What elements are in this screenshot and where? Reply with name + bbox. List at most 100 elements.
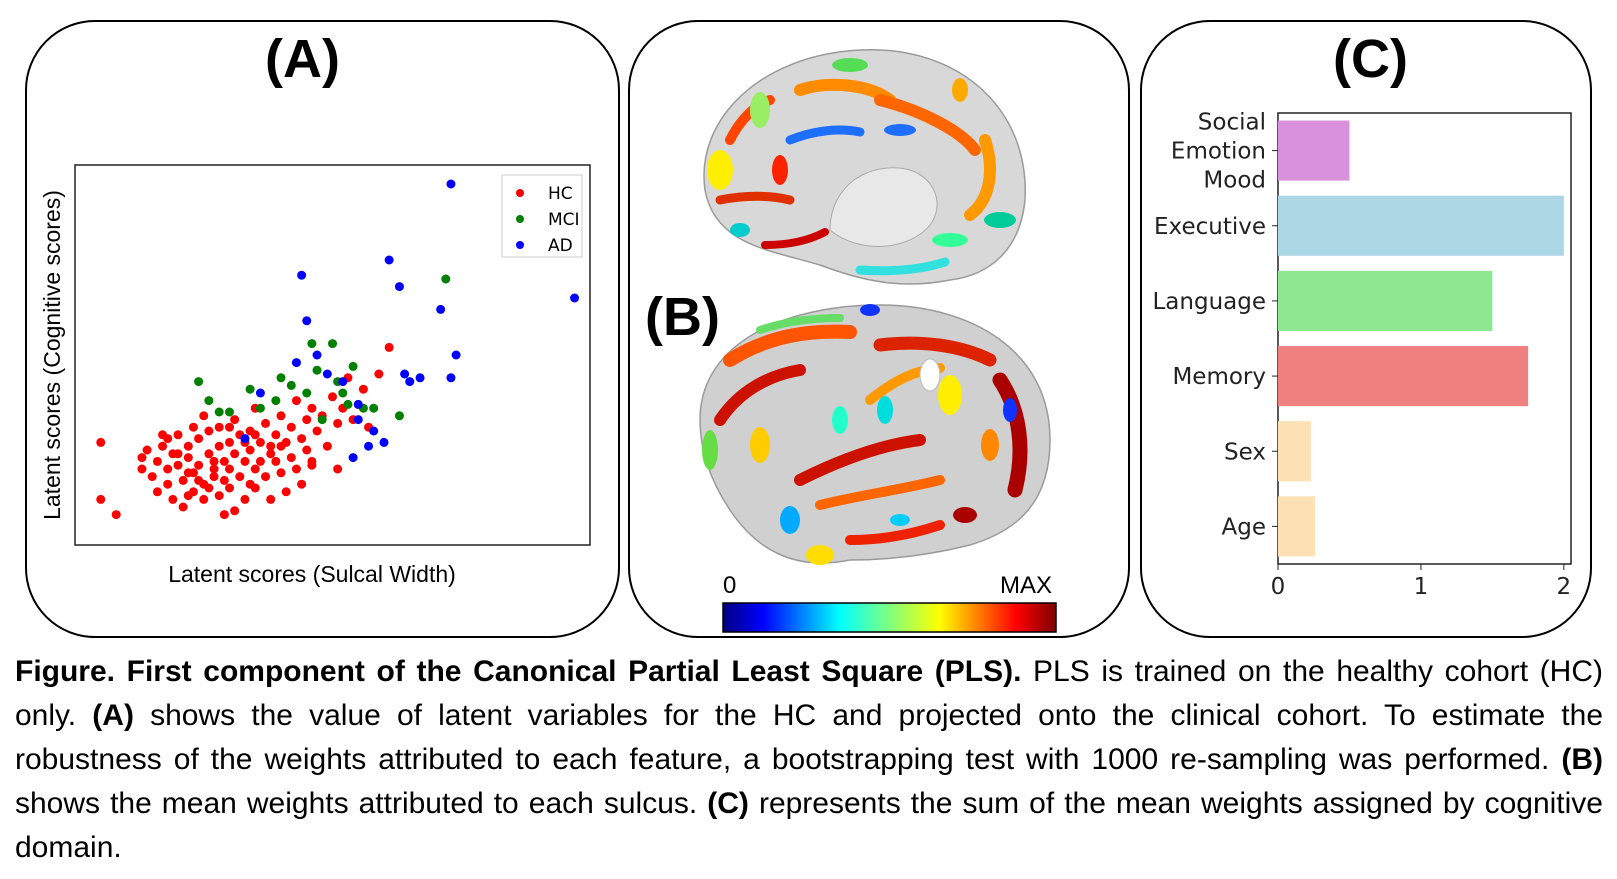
scatter-point-hc-18 bbox=[183, 441, 193, 451]
scatter-point-mci-18 bbox=[302, 388, 312, 398]
scatter-point-hc-75 bbox=[328, 392, 337, 402]
scatter-point-hc-59 bbox=[276, 468, 286, 478]
scatter-point-hc-58 bbox=[276, 411, 286, 421]
scatter-point-ad-5 bbox=[312, 350, 322, 360]
scatter-point-hc-68 bbox=[302, 415, 312, 425]
scatter-point-mci-20 bbox=[276, 373, 286, 383]
scatter-point-hc-6 bbox=[147, 472, 157, 482]
bar-1 bbox=[1278, 195, 1564, 256]
scatter-point-mci-3 bbox=[225, 407, 234, 417]
scatter-point-hc-17 bbox=[178, 502, 188, 512]
scatter-point-hc-57 bbox=[271, 456, 281, 466]
scatter-point-hc-15 bbox=[173, 460, 183, 470]
scatter-point-hc-76 bbox=[333, 418, 343, 428]
scatter-point-hc-34 bbox=[219, 475, 229, 485]
scatter-point-hc-8 bbox=[152, 487, 162, 497]
scatter-point-ad-1 bbox=[255, 388, 265, 398]
scatter-point-hc-3 bbox=[137, 453, 147, 463]
scatter-point-ad-23 bbox=[338, 377, 348, 387]
scatter-point-hc-33 bbox=[219, 456, 229, 466]
scatter-point-ad-22 bbox=[379, 437, 389, 447]
figure-caption: Figure. First component of the Canonical… bbox=[15, 650, 1603, 870]
legend-label-mci: MCI bbox=[548, 210, 580, 230]
scatter-point-hc-97 bbox=[183, 491, 193, 501]
bar-x-tick-label-2: 2 bbox=[1557, 574, 1572, 600]
scatter-point-hc-56 bbox=[271, 430, 281, 440]
bar-chart-x-ticks: 0 1 2 bbox=[1271, 564, 1571, 600]
scatter-point-hc-88 bbox=[183, 468, 193, 478]
scatter-point-ad-0 bbox=[240, 434, 250, 444]
scatter-point-hc-41 bbox=[235, 472, 245, 482]
scatter-point-hc-67 bbox=[297, 479, 307, 489]
scatter-point-mci-7 bbox=[307, 339, 317, 349]
scatter-point-hc-12 bbox=[168, 494, 178, 504]
scatter-point-mci-12 bbox=[343, 399, 353, 409]
legend-marker-mci bbox=[516, 215, 524, 223]
scatter-point-hc-53 bbox=[261, 472, 271, 482]
caption-ref-a: (A) bbox=[92, 699, 134, 732]
scatter-point-ad-21 bbox=[348, 453, 358, 463]
scatter-point-hc-36 bbox=[225, 464, 234, 474]
scatter-point-hc-99 bbox=[276, 441, 286, 451]
scatter-point-hc-91 bbox=[266, 449, 276, 459]
scatter-point-ad-13 bbox=[400, 369, 410, 379]
scatter-point-ad-19 bbox=[446, 179, 456, 189]
scatter-point-mci-14 bbox=[369, 403, 379, 413]
scatter-point-ad-18 bbox=[451, 350, 461, 360]
scatter-point-ad-8 bbox=[353, 415, 363, 425]
legend-marker-hc bbox=[516, 189, 524, 197]
scatter-point-hc-28 bbox=[209, 464, 219, 474]
scatter-point-hc-52 bbox=[261, 418, 271, 428]
bar-category-label-0: Social Emotion Mood bbox=[1171, 110, 1266, 194]
brain-lateral-view bbox=[699, 304, 1051, 565]
bar-category-label-5: Age bbox=[1222, 514, 1266, 540]
legend-label-ad: AD bbox=[548, 236, 573, 256]
scatter-point-hc-23 bbox=[194, 460, 204, 470]
scatter-point-hc-26 bbox=[204, 426, 214, 436]
bar-2 bbox=[1278, 270, 1493, 331]
scatter-point-mci-5 bbox=[271, 396, 281, 406]
scatter-point-hc-39 bbox=[230, 449, 240, 459]
scatter-point-mci-21 bbox=[245, 384, 255, 394]
scatter-point-ad-3 bbox=[297, 270, 307, 280]
scatter-point-hc-65 bbox=[291, 464, 301, 474]
scatter-point-mci-4 bbox=[255, 403, 265, 413]
bar-4 bbox=[1278, 421, 1311, 482]
bar-0 bbox=[1278, 120, 1350, 181]
panel-a bbox=[25, 20, 620, 638]
scatter-point-ad-20 bbox=[570, 293, 580, 303]
scatter-point-hc-0 bbox=[96, 437, 106, 447]
scatter-point-hc-66 bbox=[297, 434, 307, 444]
scatter-point-hc-92 bbox=[225, 422, 234, 432]
scatter-point-hc-44 bbox=[240, 494, 250, 504]
scatter-point-ad-6 bbox=[322, 369, 332, 379]
scatter-point-mci-1 bbox=[204, 396, 214, 406]
scatter-point-ad-9 bbox=[364, 441, 374, 451]
scatter-point-hc-62 bbox=[286, 422, 296, 432]
bar-category-label-4: Sex bbox=[1224, 439, 1266, 465]
scatter-point-hc-7 bbox=[152, 456, 162, 466]
legend-label-hc: HC bbox=[548, 184, 573, 204]
colorbar bbox=[722, 602, 1057, 633]
scatter-point-ad-10 bbox=[369, 426, 379, 436]
scatter-plot-frame bbox=[74, 164, 591, 546]
scatter-point-ad-16 bbox=[436, 304, 446, 314]
scatter-point-ad-2 bbox=[291, 358, 301, 368]
caption-ref-b: (B) bbox=[1561, 743, 1603, 776]
scatter-point-hc-10 bbox=[163, 464, 173, 474]
scatter-point-hc-30 bbox=[214, 441, 224, 451]
scatter-point-hc-22 bbox=[194, 434, 204, 444]
bar-chart-bars bbox=[1278, 120, 1564, 557]
brain-medial-view bbox=[703, 49, 1026, 285]
scatter-point-hc-47 bbox=[250, 464, 260, 474]
scatter-point-hc-82 bbox=[358, 384, 368, 394]
scatter-point-hc-86 bbox=[307, 456, 317, 466]
scatter-point-ad-17 bbox=[446, 373, 456, 383]
scatter-point-hc-95 bbox=[250, 430, 260, 440]
scatter-point-mci-6 bbox=[286, 380, 296, 390]
scatter-point-mci-8 bbox=[312, 365, 322, 375]
scatter-point-hc-54 bbox=[266, 441, 276, 451]
scatter-x-axis-label: Latent scores (Sulcal Width) bbox=[168, 561, 456, 587]
bar-x-tick-label-1: 1 bbox=[1414, 574, 1429, 600]
